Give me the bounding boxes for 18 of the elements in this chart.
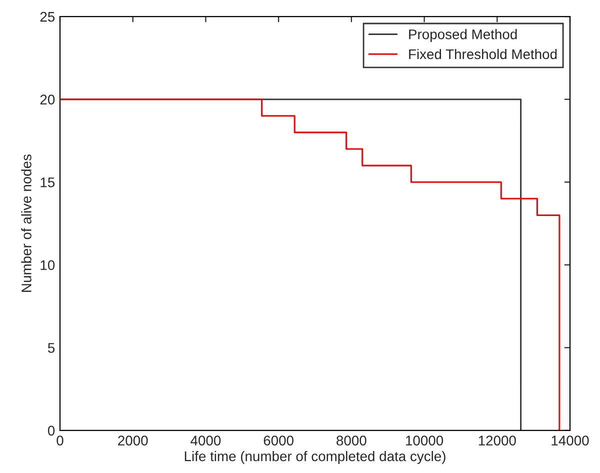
x-tick-label: 2000 — [118, 436, 148, 446]
x-tick-label: 14000 — [552, 436, 589, 446]
y-axis-title: Number of alive nodes — [21, 154, 32, 292]
y-tick-label: 10 — [40, 260, 55, 270]
x-tick-label: 8000 — [336, 436, 366, 446]
y-tick-label: 15 — [40, 178, 55, 188]
y-tick-label: 25 — [40, 12, 55, 22]
x-tick-label: 4000 — [190, 436, 221, 446]
y-tick-label: 5 — [48, 343, 55, 353]
y-tick-label: 0 — [48, 426, 55, 436]
x-tick-label: 0 — [56, 436, 64, 446]
y-tick-label: 20 — [40, 94, 55, 104]
legend-label: Proposed Method — [409, 29, 517, 42]
x-axis-title: Life time (number of completed data cycle) — [184, 451, 446, 464]
legend-label: Fixed Threshold Method — [409, 48, 557, 60]
x-tick-label: 6000 — [264, 436, 294, 446]
x-tick-label: 10000 — [406, 436, 444, 446]
x-tick-label: 12000 — [478, 436, 516, 446]
